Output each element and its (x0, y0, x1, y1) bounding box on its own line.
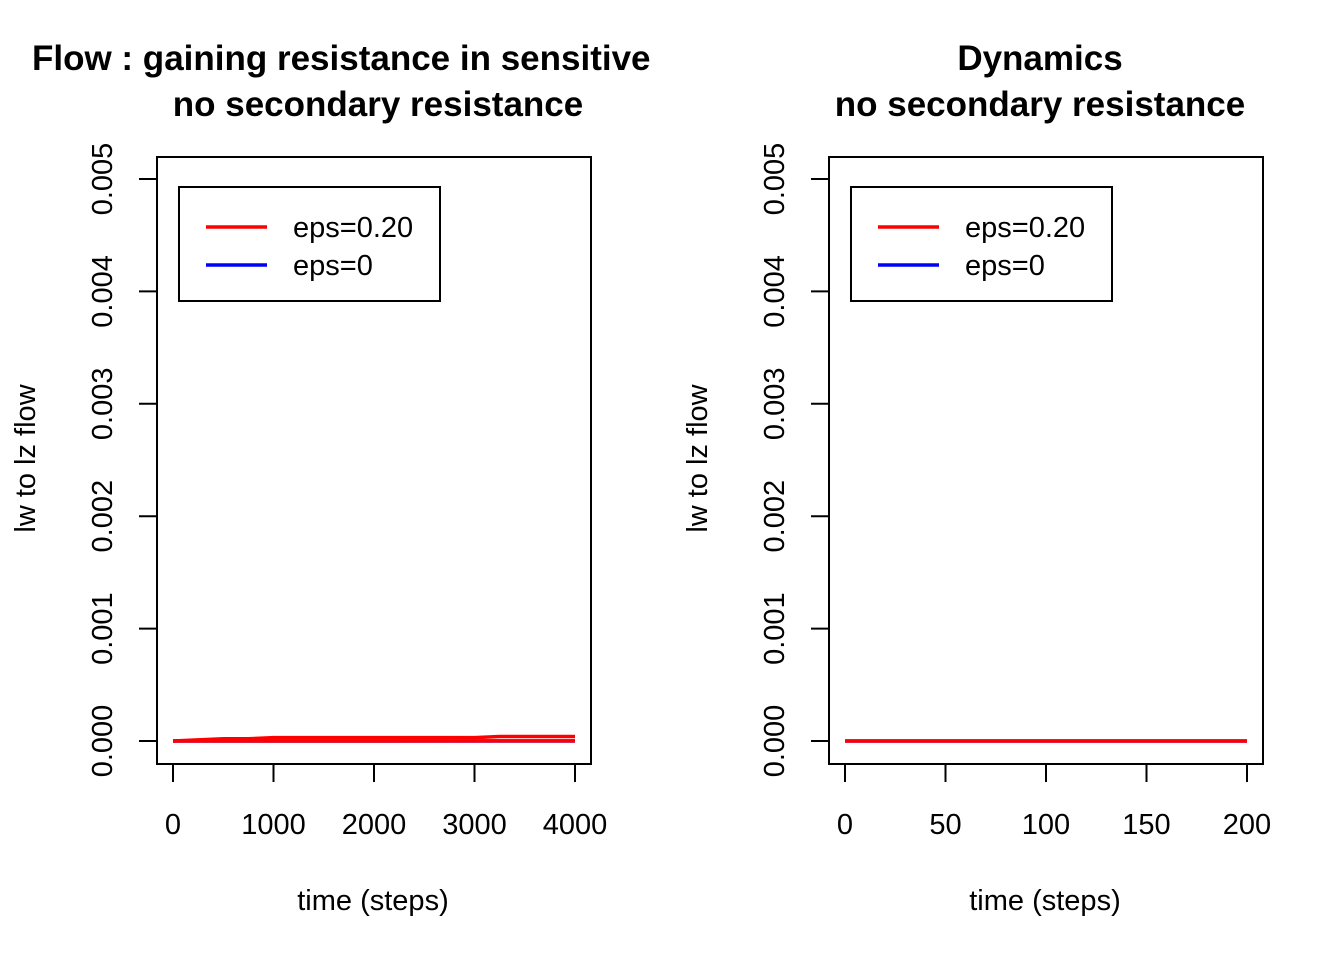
legend: eps=0.20 eps=0 (178, 186, 441, 302)
y-tick-label: 0.002 (759, 480, 791, 553)
x-tick-label: 150 (1122, 809, 1170, 841)
x-tick-label: 2000 (342, 809, 407, 841)
chart-title: Flow : gaining resistance in sensitive no… (32, 39, 651, 124)
y-axis-label: lw to lz flow (10, 383, 42, 532)
chart-title-line: Dynamics (957, 39, 1122, 78)
x-tick-label: 100 (1022, 809, 1070, 841)
y-tick-label: 0.005 (87, 143, 119, 216)
y-tick-label: 0.003 (87, 368, 119, 441)
y-tick-label: 0.001 (759, 592, 791, 665)
legend-label: eps=0.20 (293, 212, 413, 244)
x-tick-label: 50 (929, 809, 961, 841)
y-tick-label: 0.004 (87, 255, 119, 328)
y-tick-label: 0.002 (87, 480, 119, 553)
x-tick-label: 0 (165, 809, 181, 841)
series-line-eps-0-20 (172, 734, 575, 743)
chart-title-line: Flow : gaining resistance in sensitive (32, 39, 651, 78)
x-axis-label: time (steps) (969, 885, 1120, 917)
chart-panel-1: Flow : gaining resistance in sensitive no… (10, 39, 651, 917)
chart-panel-2: Dynamics no secondary resistance 0 50 100 150… (682, 39, 1271, 917)
legend-label: eps=0 (965, 250, 1045, 282)
x-tick-label: 1000 (241, 809, 306, 841)
x-tick-label: 200 (1223, 809, 1271, 841)
chart-title-line: no secondary resistance (835, 85, 1245, 124)
y-tick-label: 0.001 (87, 592, 119, 665)
legend-label: eps=0.20 (965, 212, 1085, 244)
chart-title-line: no secondary resistance (173, 85, 583, 124)
x-axis-label: time (steps) (297, 885, 448, 917)
y-tick-label: 0.000 (87, 705, 119, 778)
x-tick-label: 4000 (543, 809, 608, 841)
legend-box (178, 186, 441, 302)
y-axis-label: lw to lz flow (682, 383, 714, 532)
x-tick-label: 3000 (442, 809, 507, 841)
y-tick-label: 0.005 (759, 143, 791, 216)
y-tick-label: 0.000 (759, 705, 791, 778)
legend-box (850, 186, 1113, 302)
legend-label: eps=0 (293, 250, 373, 282)
y-tick-label: 0.003 (759, 368, 791, 441)
chart-title: Dynamics no secondary resistance (835, 39, 1245, 124)
legend: eps=0.20 eps=0 (850, 186, 1113, 302)
x-tick-label: 0 (837, 809, 853, 841)
y-tick-label: 0.004 (759, 255, 791, 328)
